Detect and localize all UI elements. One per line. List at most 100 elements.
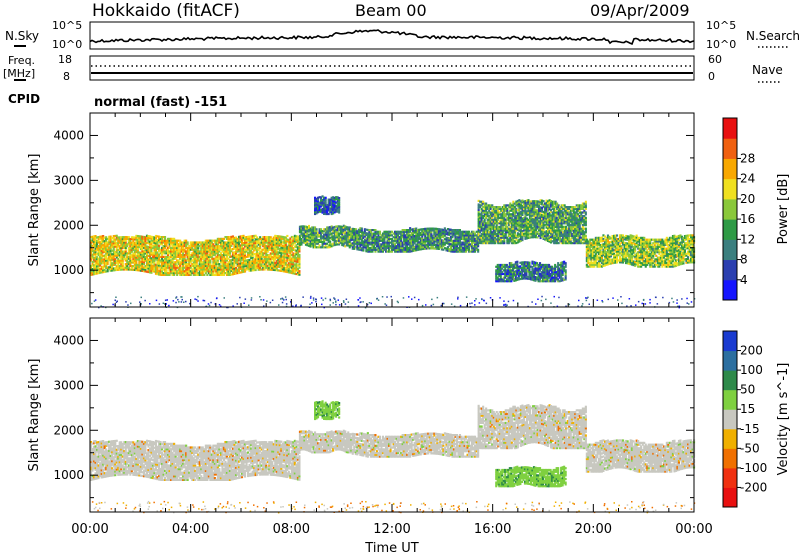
freq-tick-bottom: 8 — [63, 70, 70, 83]
freq-tick-top: 18 — [58, 53, 72, 66]
colorbar-tick-label: 200 — [740, 344, 763, 358]
station-title: Hokkaido (fitACF) — [92, 1, 240, 21]
noise-left-tick-bottom: 10^0 — [52, 38, 82, 51]
colorbar-tick-label: 50 — [740, 383, 755, 397]
colorbar-swatch — [723, 448, 737, 469]
colorbar-tick-label: 100 — [740, 363, 763, 377]
velocity-echo-region — [298, 429, 353, 454]
date-title: 09/Apr/2009 — [590, 1, 690, 20]
nave-tick-bottom: 0 — [708, 70, 715, 83]
power-speckle — [91, 295, 696, 309]
power-echo-region — [477, 199, 587, 245]
x-tick-label: 00:00 — [675, 522, 712, 537]
colorbar-swatch — [723, 389, 737, 410]
colorbar-tick-label: 24 — [740, 172, 755, 186]
colorbar-swatch — [723, 279, 737, 301]
power-panel: 1000 2000 3000 4000 Slant Range [km] — [27, 112, 696, 309]
velocity-colorbar-label: Velocity [m s^-1] — [776, 363, 791, 476]
noise-panel: N.Sky 10^5 10^0 10^5 10^0 N.Search — [5, 19, 800, 51]
velocity-echo-region — [351, 432, 480, 458]
noise-right-tick-top: 10^5 — [706, 19, 736, 32]
noise-left-tick-top: 10^5 — [52, 19, 82, 32]
y-tick-label: 4000 — [53, 333, 84, 347]
power-colorbar: 4 8 12 16 20 24 28 Power [dB] — [722, 117, 791, 301]
power-echo-region — [495, 260, 567, 283]
colorbar-frame — [722, 117, 738, 301]
power-ylabel: Slant Range [km] — [27, 154, 42, 267]
y-tick-label: 4000 — [53, 128, 84, 142]
noise-right-tick-bottom: 10^0 — [706, 38, 736, 51]
beam-title: Beam 00 — [355, 1, 427, 20]
colorbar-tick-label: 20 — [740, 192, 755, 206]
x-tick-label: 20:00 — [575, 522, 612, 537]
colorbar-tick-label: 4 — [740, 273, 748, 287]
y-tick-label: 3000 — [53, 173, 84, 187]
cpid-label: CPID — [8, 92, 40, 106]
freq-label-2: [MHz] — [3, 67, 35, 80]
x-tick-label: 08:00 — [273, 522, 310, 537]
colorbar-swatch — [723, 331, 737, 352]
colorbar-swatch — [723, 118, 737, 139]
colorbar-tick-label: 8 — [740, 253, 748, 267]
power-echo-cells — [90, 195, 696, 283]
velocity-echo-region — [477, 404, 587, 450]
colorbar-swatch — [723, 487, 737, 508]
velocity-echo-region — [495, 465, 567, 488]
time-axis: 00:00 04:00 08:00 12:00 16:00 20:00 00:00 — [71, 522, 712, 537]
power-echo-region — [585, 234, 696, 268]
colorbar-swatch — [723, 259, 737, 281]
freq-label-1: Freq. — [8, 54, 35, 67]
colorbar-swatch — [723, 178, 737, 200]
velocity-echo-cells — [90, 400, 696, 488]
y-tick-label: 2000 — [53, 218, 84, 232]
power-frame — [89, 112, 695, 308]
velocity-echo-region — [90, 439, 301, 481]
noise-search-label: N.Search — [746, 29, 800, 43]
colorbar-tick-label: -100 — [740, 461, 767, 475]
colorbar-tick-label: 16 — [740, 212, 755, 226]
x-tick-label: 00:00 — [71, 522, 108, 537]
colorbar-tick-label: -200 — [740, 480, 767, 494]
y-tick-label: 2000 — [53, 423, 84, 437]
colorbar-tick-label: 15 — [740, 402, 755, 416]
velocity-ylabel: Slant Range [km] — [27, 359, 42, 472]
noise-sky-label: N.Sky — [5, 29, 39, 43]
colorbar-swatch — [723, 350, 737, 371]
power-echo-region — [314, 195, 341, 216]
colorbar-swatch — [723, 467, 737, 488]
x-tick-label: 04:00 — [172, 522, 209, 537]
power-echo-region — [298, 224, 353, 249]
power-colorbar-label: Power [dB] — [776, 174, 791, 245]
y-tick-label: 3000 — [53, 378, 84, 392]
power-echo-region — [351, 227, 480, 253]
noise-sky-trace — [89, 29, 695, 45]
colorbar-tick-label: -50 — [740, 441, 760, 455]
y-tick-label: 1000 — [53, 468, 84, 482]
velocity-echo-region — [314, 400, 341, 421]
colorbar-tick-label: 28 — [740, 151, 755, 165]
cpid-text: normal (fast) -151 — [94, 95, 227, 110]
x-tick-label: 12:00 — [373, 522, 410, 537]
colorbar-swatch — [723, 370, 737, 391]
colorbar-swatch — [723, 239, 737, 261]
nave-label: Nave — [752, 63, 783, 77]
y-tick-label: 1000 — [53, 263, 84, 277]
nave-tick-top: 60 — [708, 53, 722, 66]
time-axis-title: Time UT — [364, 541, 418, 554]
colorbar-swatch — [723, 138, 737, 159]
colorbar-swatch — [723, 409, 737, 430]
colorbar-tick-label: 12 — [740, 232, 755, 246]
x-tick-label: 16:00 — [474, 522, 511, 537]
colorbar-frame — [722, 330, 738, 508]
colorbar-swatch — [723, 198, 737, 220]
colorbar-swatch — [723, 219, 737, 240]
colorbar-swatch — [723, 428, 737, 449]
colorbar-swatch — [723, 158, 737, 180]
velocity-panel: 1000 2000 3000 4000 Slant Range [km] — [27, 317, 696, 514]
freq-panel: Freq. [MHz] 18 8 60 0 Nave CPID normal (… — [3, 53, 783, 110]
colorbar-tick-label: -15 — [740, 422, 760, 436]
velocity-echo-region — [585, 439, 696, 473]
power-echo-region — [90, 234, 301, 276]
velocity-frame — [89, 317, 695, 513]
